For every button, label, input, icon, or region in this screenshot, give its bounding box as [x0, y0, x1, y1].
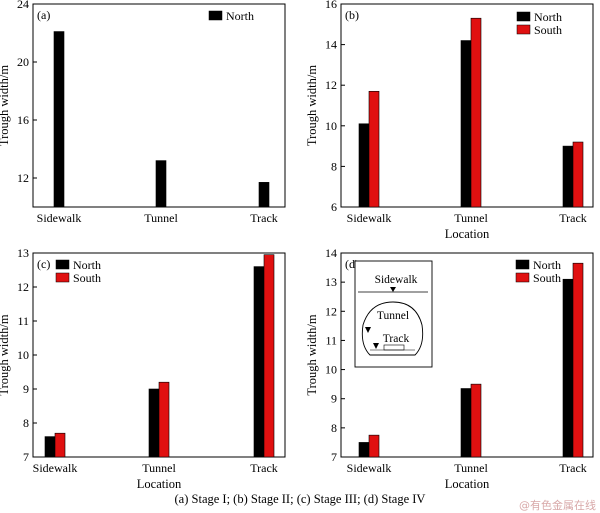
tunnel-marker-icon	[365, 327, 371, 333]
x-tick-label: Track	[250, 211, 278, 225]
bar-north	[44, 436, 56, 458]
bar-north	[460, 388, 472, 458]
x-tick-label: Tunnel	[454, 461, 488, 475]
x-tick-label: Tunnel	[454, 211, 488, 225]
y-tick-label: 16	[17, 113, 29, 127]
y-tick-label: 8	[331, 421, 337, 435]
panel-letter: (b)	[345, 8, 359, 22]
y-tick-label: 24	[17, 0, 29, 11]
y-axis-label: Trough width/m	[305, 314, 319, 395]
y-tick-label: 9	[331, 392, 337, 406]
bar-south	[470, 17, 482, 208]
chart-panel: 7 8 9 10 11 12 13 Sidewalk Tunnel Track Trough wid…	[0, 246, 286, 491]
bar-north	[155, 160, 167, 208]
bar-south	[572, 262, 584, 458]
legend-swatch-south	[516, 24, 531, 35]
x-tick-label: Sidewalk	[33, 461, 78, 475]
bar-north	[253, 266, 265, 458]
x-axis-label: Location	[445, 477, 490, 491]
y-tick-label: 16	[325, 0, 337, 11]
y-tick-label: 10	[325, 363, 337, 377]
legend-swatch-north	[515, 259, 530, 270]
bar-north	[358, 442, 370, 458]
panel-letter: (a)	[37, 8, 50, 22]
y-tick-label: 7	[23, 450, 29, 464]
legend-swatch-north	[55, 259, 70, 270]
y-tick-label: 14	[325, 246, 337, 260]
bar-north	[258, 182, 270, 208]
x-axis-label: Location	[137, 477, 182, 491]
y-axis-label: Trough width/m	[0, 314, 11, 395]
y-tick-label: 14	[325, 38, 337, 52]
legend-swatch-south	[55, 272, 70, 283]
legend-swatch-north	[516, 11, 531, 22]
x-tick-label: Tunnel	[142, 461, 176, 475]
y-tick-label: 13	[325, 275, 337, 289]
x-tick-label: Sidewalk	[37, 211, 82, 225]
legend-entry-south: South	[533, 271, 561, 285]
inset-label-track: Track	[383, 333, 410, 345]
bar-north	[562, 278, 574, 458]
x-tick-label: Track	[250, 461, 278, 475]
legend-entry-north: North	[534, 10, 562, 24]
chart-panel: 7 8 9 10 11 12 13 14 Sidewalk Tunnel Track Trough w…	[305, 246, 594, 491]
y-tick-label: 12	[325, 78, 337, 92]
y-tick-label: 9	[23, 382, 29, 396]
legend-entry-north: North	[73, 258, 101, 272]
tunnel-outline	[361, 301, 424, 356]
bar-south	[368, 90, 380, 208]
bar-south	[263, 254, 275, 458]
y-tick-label: 20	[17, 55, 29, 69]
y-tick-label: 6	[331, 200, 337, 214]
chart-panel: 12 16 20 24 Sidewalk Tunnel Track Trough width/…	[0, 0, 286, 225]
legend-swatch-north	[208, 10, 223, 21]
y-tick-label: 8	[23, 416, 29, 430]
watermark: @有色金属在线	[519, 498, 596, 512]
y-axis-label: Trough width/m	[0, 65, 11, 146]
x-axis-label: Location	[445, 227, 490, 241]
y-tick-label: 11	[325, 333, 337, 347]
x-tick-label: Track	[559, 211, 587, 225]
figure-caption: (a) Stage I; (b) Stage II; (c) Stage III…	[175, 492, 426, 506]
bar-north	[562, 145, 574, 208]
legend-entry-south: South	[534, 23, 562, 37]
track-marker-icon	[373, 343, 379, 349]
x-tick-label: Track	[559, 461, 587, 475]
legend-entry-north: North	[533, 258, 561, 272]
inset-sketch: Sidewalk Tunnel Track	[354, 260, 433, 368]
x-tick-label: Tunnel	[144, 211, 178, 225]
bar-north	[53, 31, 65, 208]
legend-entry-south: South	[73, 271, 101, 285]
bar-south	[470, 383, 482, 458]
panel-letter: (c)	[37, 257, 50, 271]
legend-entry-north: North	[226, 9, 254, 23]
bar-south	[158, 381, 170, 458]
y-tick-label: 11	[17, 314, 29, 328]
bar-south	[368, 434, 380, 458]
inset-label-sidewalk: Sidewalk	[375, 274, 418, 286]
y-tick-label: 10	[325, 119, 337, 133]
y-tick-label: 12	[17, 280, 29, 294]
y-axis-label: Trough width/m	[305, 65, 319, 146]
y-tick-label: 7	[331, 450, 337, 464]
chart-panel: 6 8 10 12 14 16 Sidewalk Tunnel Track Trough widt…	[305, 0, 594, 241]
y-tick-label: 13	[17, 246, 29, 260]
bar-north	[148, 388, 160, 458]
x-tick-label: Sidewalk	[347, 211, 392, 225]
y-tick-label: 10	[17, 348, 29, 362]
sidewalk-marker-icon	[390, 287, 396, 292]
legend-swatch-south	[515, 272, 530, 283]
x-tick-label: Sidewalk	[347, 461, 392, 475]
y-tick-label: 12	[325, 304, 337, 318]
bar-south	[54, 432, 66, 458]
bar-north	[358, 123, 370, 208]
bar-north	[460, 40, 472, 208]
bar-south	[572, 141, 584, 208]
y-tick-label: 12	[17, 171, 29, 185]
inset-label-tunnel: Tunnel	[377, 310, 409, 322]
y-tick-label: 8	[331, 159, 337, 173]
